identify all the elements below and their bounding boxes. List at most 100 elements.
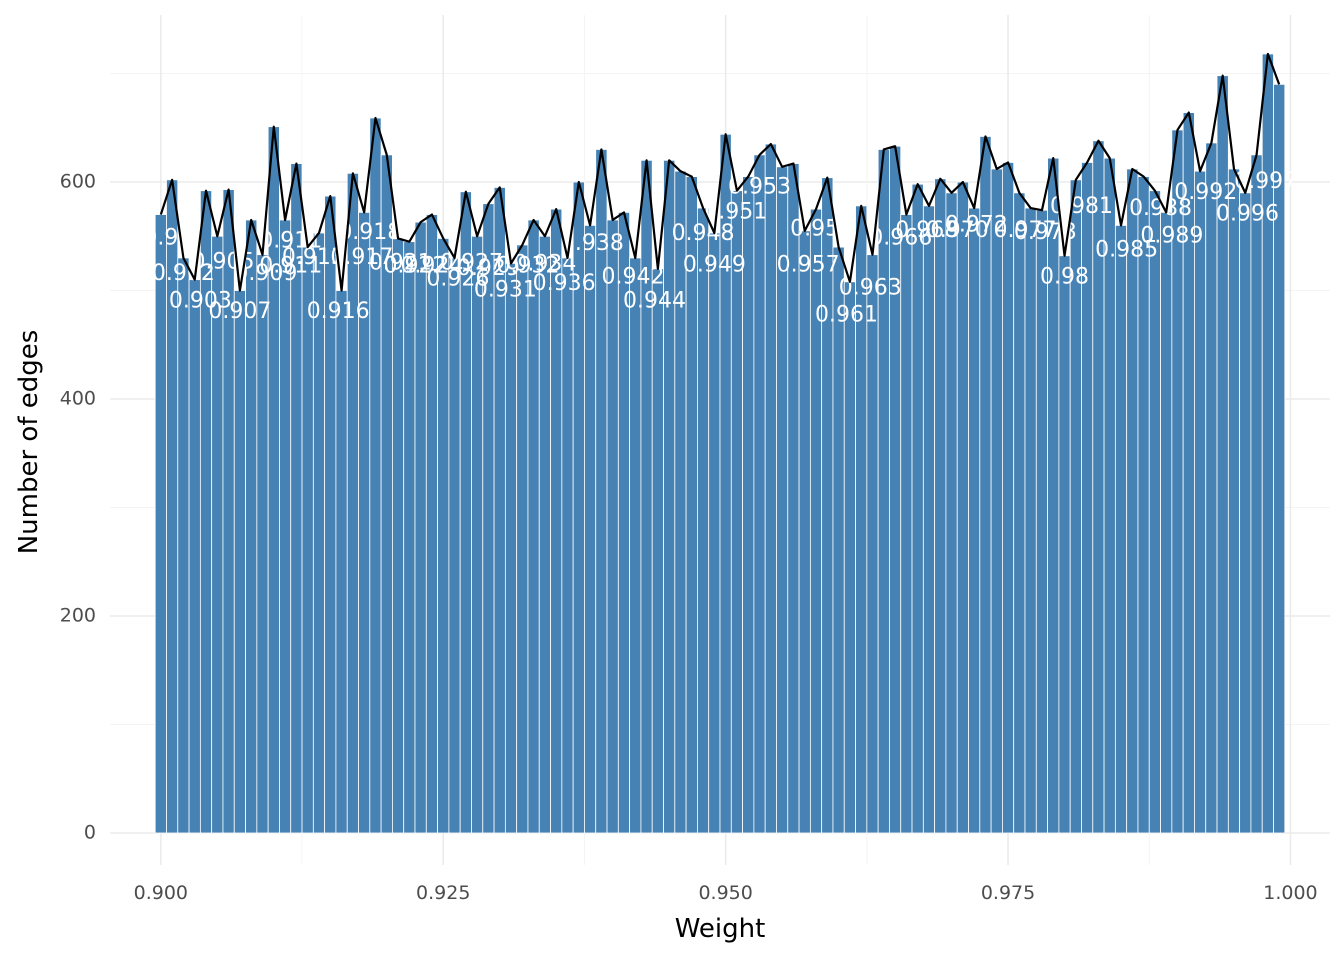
- bar-value-label: 0.932: [496, 254, 559, 279]
- histogram-bar: [335, 290, 348, 834]
- histogram-bar: [911, 183, 924, 834]
- histogram-bar: [1035, 209, 1048, 834]
- histogram-bar: [640, 159, 653, 834]
- bar-value-label: 0.922: [384, 254, 447, 279]
- histogram-bar: [1239, 192, 1252, 834]
- x-tick-label: 0.975: [981, 882, 1035, 904]
- bar-value-label: 0.985: [1095, 237, 1158, 262]
- x-tick-label: 0.900: [134, 882, 188, 904]
- histogram-bar: [606, 219, 619, 834]
- histogram-bar: [1024, 207, 1037, 834]
- histogram-bar: [1194, 170, 1207, 834]
- bar-value-label: 0.970: [926, 218, 989, 243]
- bar-value-label: 0.917: [330, 245, 393, 270]
- histogram-bar: [900, 214, 913, 834]
- histogram-bar: [584, 224, 597, 834]
- histogram-bar: [753, 154, 766, 834]
- histogram-bar: [708, 232, 721, 834]
- histogram-bar: [504, 262, 518, 834]
- y-tick-label: 400: [60, 388, 96, 410]
- x-tick-label: 1.000: [1263, 882, 1317, 904]
- x-axis-title: Weight: [675, 914, 766, 944]
- bar-value-label: 0.968: [895, 218, 958, 243]
- histogram-bar: [425, 214, 438, 834]
- histogram-bar: [414, 221, 427, 834]
- histogram-bar: [877, 149, 890, 834]
- bars: [154, 53, 1286, 834]
- histogram-bar: [448, 257, 461, 834]
- bar-value-label: 0.927: [440, 250, 503, 275]
- histogram-bar: [832, 246, 845, 834]
- x-tick-label: 0.950: [698, 882, 752, 904]
- bar-value-label: 0.953: [728, 174, 791, 199]
- histogram-bar: [956, 181, 969, 834]
- bar-value-label: 0.924: [400, 254, 463, 279]
- histogram-bar: [764, 143, 777, 834]
- histogram-bar: [798, 230, 811, 834]
- histogram-bar: [222, 189, 235, 834]
- histogram-bar: [1205, 142, 1218, 834]
- bar-value-label: 0.942: [602, 264, 665, 289]
- histogram-bar: [1081, 162, 1094, 834]
- histogram-bar: [437, 238, 450, 834]
- bar-value-label: 0.949: [683, 253, 746, 278]
- bar-value-label: 0.989: [1140, 223, 1203, 248]
- histogram-bar: [188, 279, 201, 834]
- bar-value-label: 0.951: [704, 199, 767, 224]
- histogram-bar: [1148, 190, 1161, 834]
- histogram-bar: [177, 257, 190, 834]
- histogram-bar: [392, 238, 405, 834]
- histogram-bar: [561, 257, 574, 834]
- histogram-bar: [256, 254, 269, 834]
- histogram-bar: [663, 159, 676, 834]
- histogram-bar: [1013, 192, 1026, 834]
- histogram-bar: [211, 235, 224, 834]
- histogram-bar: [968, 207, 981, 834]
- histogram-bar: [538, 235, 551, 834]
- trend-line-group: [159, 52, 1281, 292]
- histogram-bar: [697, 207, 710, 834]
- bar-value-label: 0.944: [623, 288, 686, 313]
- bar-value-label: 0.902: [152, 261, 215, 286]
- bar-value-label: 0.972: [945, 212, 1008, 237]
- bar-value-label: 0.958: [790, 217, 853, 242]
- histogram-bar: [301, 246, 314, 834]
- bar-value-label: 0.996: [1216, 202, 1279, 227]
- bar-value-label: 0.911: [259, 254, 322, 279]
- histogram-bar: [1273, 83, 1286, 834]
- bar-value-label: 0.992: [1174, 180, 1237, 205]
- histogram-bar: [233, 290, 246, 834]
- bar-value-label: 0.977: [994, 218, 1057, 243]
- histogram-bar: [651, 268, 664, 834]
- histogram-bar: [527, 219, 540, 834]
- histogram-bar: [403, 241, 416, 834]
- histogram-bar: [990, 168, 1003, 834]
- histogram-bar: [922, 205, 936, 834]
- bar-value-label: 0.948: [672, 221, 735, 246]
- y-axis-title: Number of edges: [14, 330, 44, 555]
- histogram-bar: [1227, 168, 1241, 834]
- bar-value-label: 0.926: [426, 267, 489, 292]
- bar-value-label: 0.921: [369, 250, 432, 275]
- histogram-bar: [866, 254, 879, 834]
- histogram-bar: [1126, 168, 1139, 834]
- histogram-bar: [1047, 157, 1060, 834]
- bar-value-label: 0.957: [777, 253, 840, 278]
- histogram-bar: [516, 244, 529, 834]
- bar-value-label: 0.907: [208, 299, 271, 324]
- y-tick-label: 0: [84, 822, 96, 844]
- histogram-bar: [1114, 224, 1128, 834]
- histogram-bar: [346, 172, 359, 834]
- histogram-bar: [730, 190, 743, 834]
- y-axis-ticks: 0 200 400 600: [60, 171, 96, 844]
- histogram-bar: [934, 178, 947, 834]
- histogram-bar: [1137, 176, 1150, 834]
- bar-value-label: 0.966: [869, 225, 932, 250]
- histogram-bar: [279, 219, 292, 834]
- histogram-bar: [199, 190, 213, 834]
- histogram-bar: [154, 214, 167, 834]
- bar-value-label: 0.9: [143, 225, 178, 250]
- histogram-bar: [1160, 211, 1173, 834]
- bar-value-label: 0.903: [169, 288, 232, 313]
